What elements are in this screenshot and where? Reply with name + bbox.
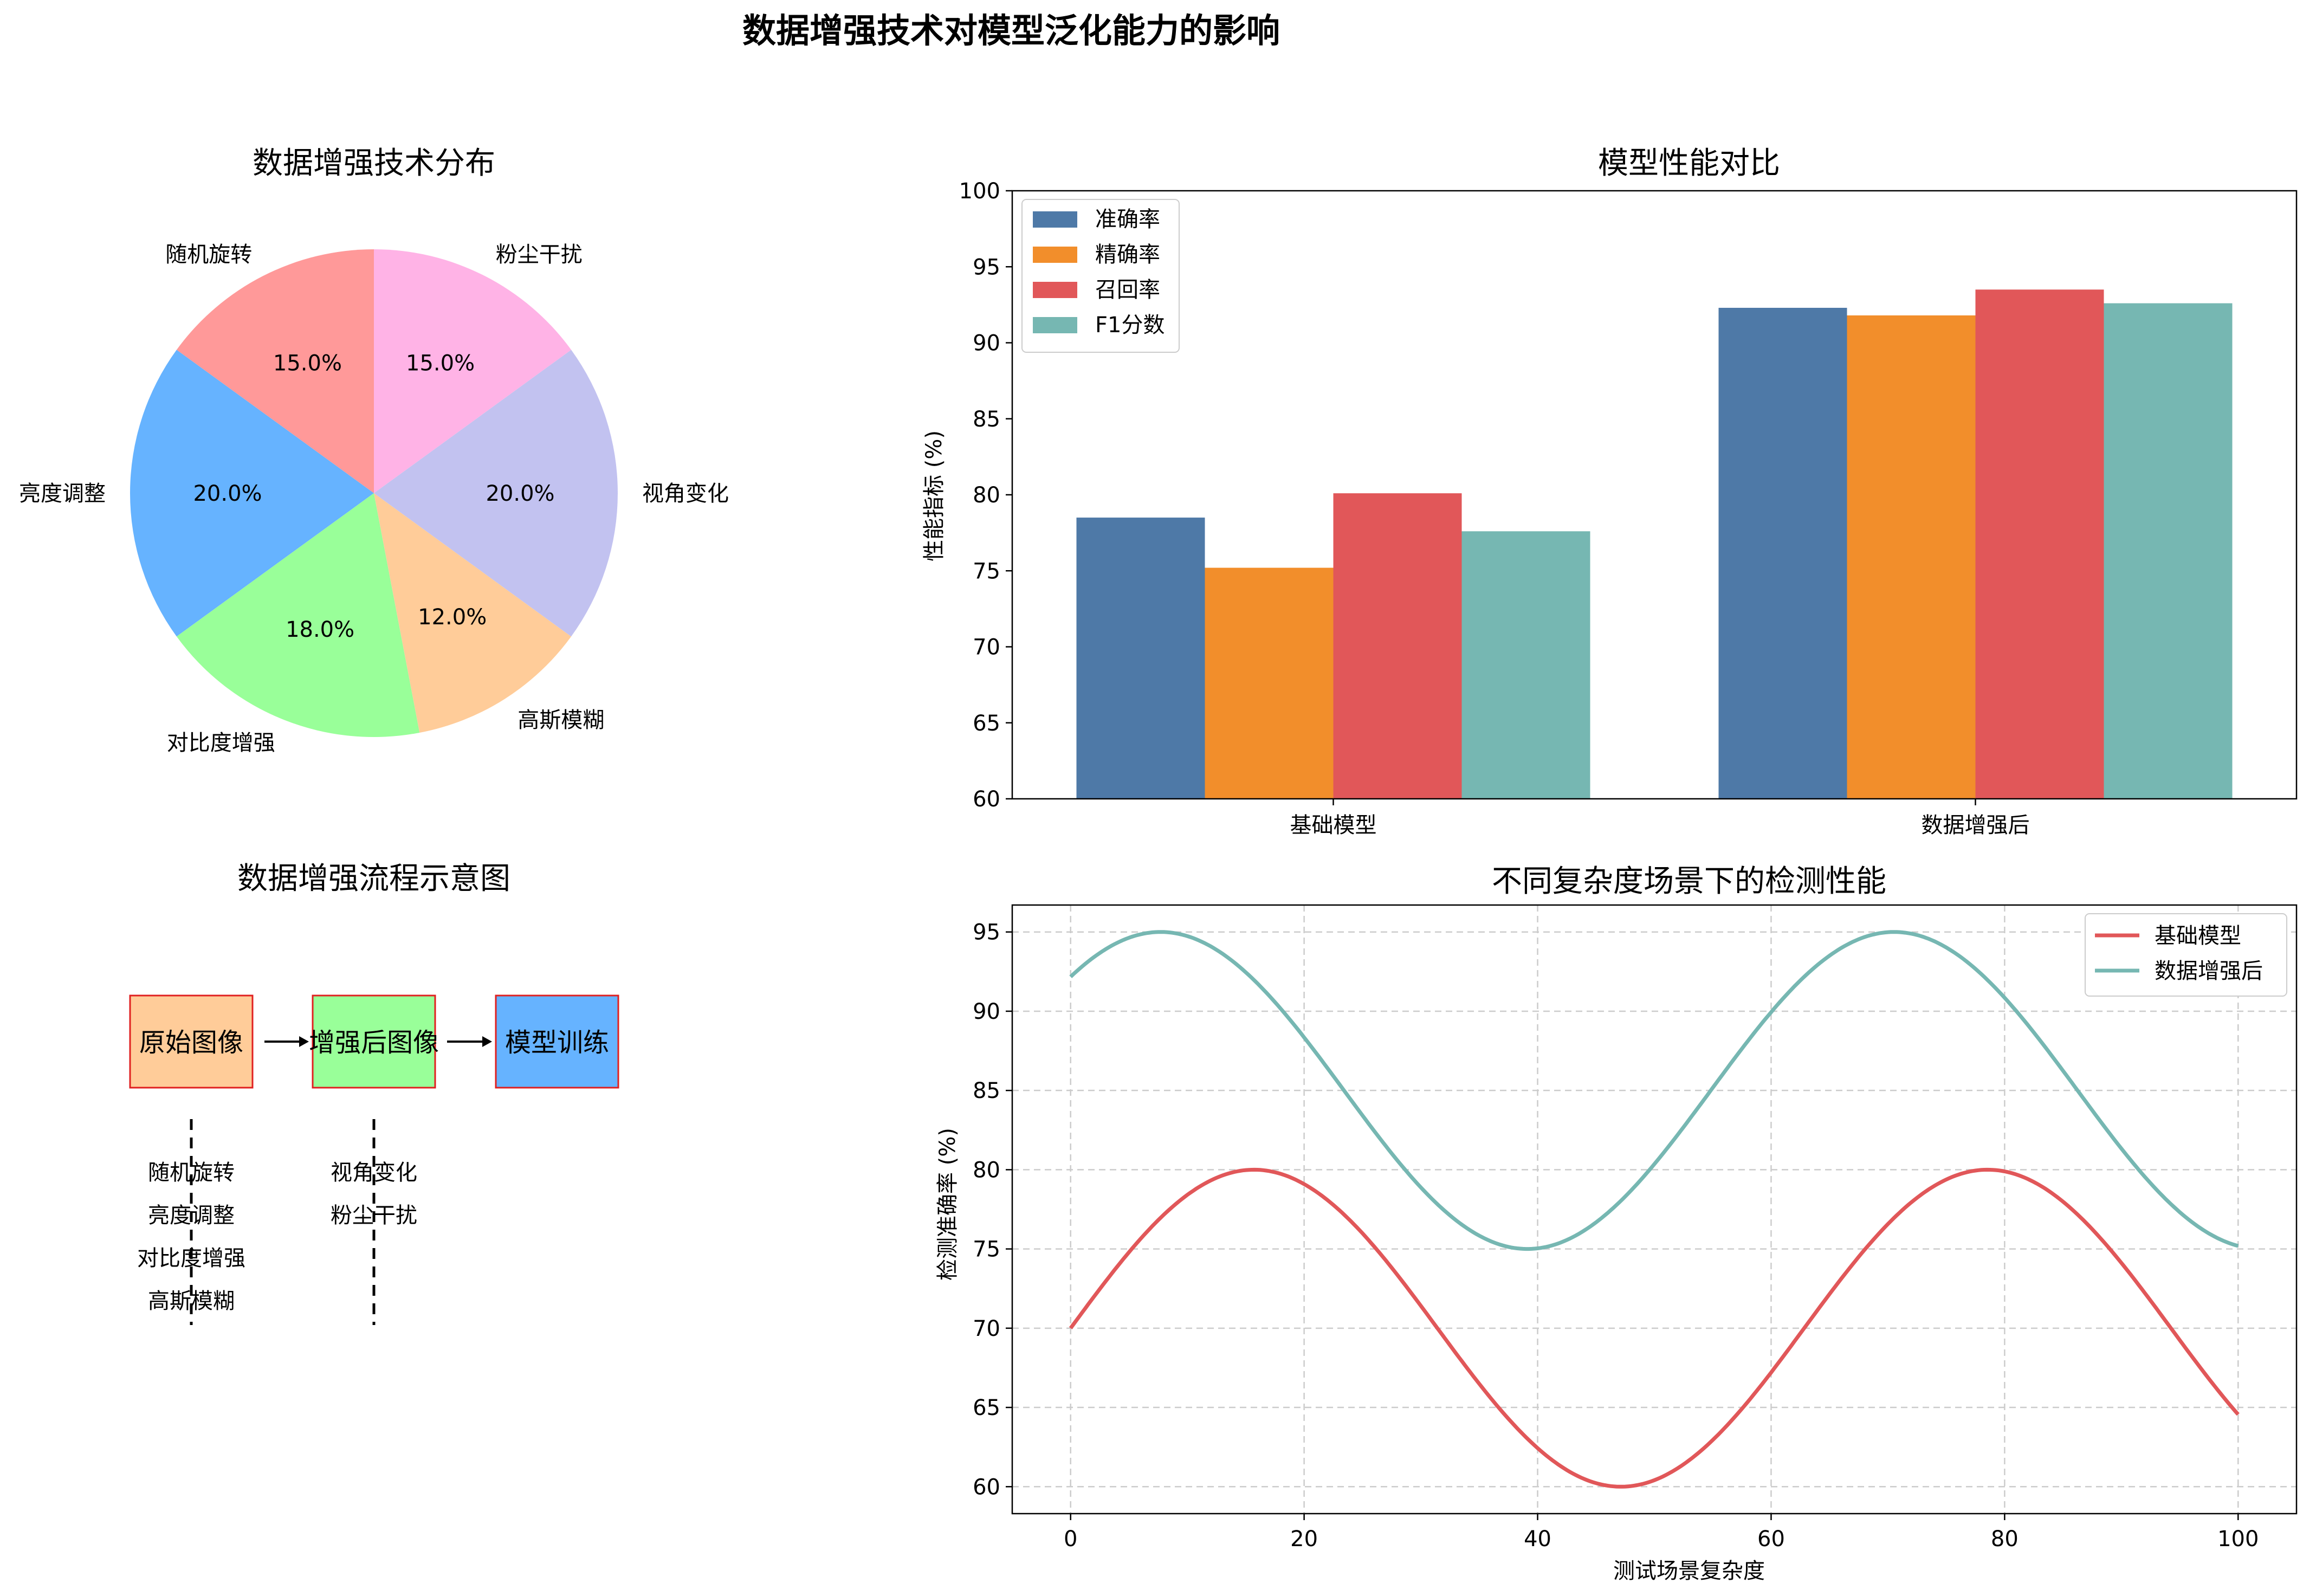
bar-legend-label: 精确率 (1095, 242, 1160, 267)
pie-pct-label: 15.0% (406, 351, 475, 376)
line-xtick-label: 60 (1757, 1527, 1785, 1552)
diagram-box-label: 原始图像 (139, 1028, 243, 1058)
bar-ytick-label: 85 (973, 407, 1000, 432)
line-legend-label: 基础模型 (2155, 923, 2241, 948)
line-xlabel: 测试场景复杂度 (1613, 1559, 1765, 1584)
bar-ytick-label: 70 (973, 635, 1000, 660)
bar-ytick-label: 75 (973, 559, 1000, 584)
bar (1975, 289, 2104, 799)
bar (1333, 493, 1462, 799)
line-ytick-label: 80 (973, 1158, 1000, 1183)
diagram-box-label: 模型训练 (505, 1028, 609, 1058)
pie-label: 对比度增强 (167, 731, 275, 755)
bar-xtick-label: 基础模型 (1290, 813, 1377, 838)
line-ylabel: 检测准确率 (%) (935, 1128, 960, 1281)
pie-chart: 数据增强技术分布 随机旋转 15.0% 亮度调整 20.0% 对比度增强 18.0% 高斯模… (19, 146, 729, 755)
bar-chart: 模型性能对比 60 65 70 75 80 85 90 95 100 基础模型 数据增强后 准确率精… (922, 146, 2298, 838)
pie-slice (130, 350, 374, 637)
pie-slice (374, 493, 572, 733)
pie-label: 亮度调整 (19, 481, 106, 506)
bar-ytick-label: 100 (959, 179, 1000, 204)
bar-legend-label: 召回率 (1095, 277, 1160, 302)
pie-pct-label: 20.0% (486, 481, 554, 506)
diagram-title: 数据增强流程示意图 (237, 861, 510, 896)
bar-legend-swatch (1033, 282, 1077, 298)
pie-title: 数据增强技术分布 (253, 146, 495, 181)
pie-label: 视角变化 (642, 481, 729, 506)
bar-legend-label: 准确率 (1095, 207, 1160, 232)
bar-legend-swatch (1033, 317, 1077, 333)
line-ytick-label: 90 (973, 999, 1000, 1024)
diagram-box (312, 994, 436, 1089)
diagram-list-item: 对比度增强 (137, 1246, 245, 1271)
diagram-box (495, 994, 619, 1089)
diagram-list-item: 高斯模糊 (148, 1289, 235, 1314)
line-ytick-label: 60 (973, 1475, 1000, 1500)
diagram-box-label: 增强后图像 (309, 1028, 439, 1058)
bar-legend-label: F1分数 (1095, 313, 1165, 338)
line-xtick-label: 40 (1524, 1527, 1551, 1552)
pie-label: 高斯模糊 (517, 708, 604, 733)
pie-slice (176, 249, 374, 493)
bar (1076, 518, 1205, 799)
bar-ytick-label: 80 (973, 483, 1000, 508)
line-xtick-label: 80 (1991, 1527, 2019, 1552)
line-ytick-label: 85 (973, 1078, 1000, 1103)
bar (1461, 531, 1590, 799)
pie-pct-label: 15.0% (273, 351, 342, 376)
line-xtick-label: 100 (2217, 1527, 2259, 1552)
line-series (1069, 1167, 2240, 1489)
bar-ytick-label: 60 (973, 787, 1000, 812)
bar-ytick-label: 65 (973, 711, 1000, 736)
flow-diagram: 数据增强流程示意图 原始图像 增强后图像 模型训练随机旋转亮度调整对比度增强高斯模糊… (129, 861, 619, 1325)
line-series (1069, 930, 2239, 1251)
diagram-list-item: 随机旋转 (148, 1160, 235, 1185)
pie-label: 粉尘干扰 (496, 242, 583, 267)
bar-ytick-label: 95 (973, 255, 1000, 280)
line-xtick-label: 20 (1290, 1527, 1318, 1552)
diagram-list-item: 粉尘干扰 (331, 1203, 417, 1228)
pie-pct-label: 18.0% (286, 617, 354, 642)
bar (2104, 303, 2233, 799)
line-xtick-label: 0 (1064, 1527, 1077, 1552)
diagram-list-item: 视角变化 (331, 1160, 417, 1185)
line-ytick-label: 95 (973, 920, 1000, 945)
pie-slice (374, 350, 618, 637)
bar (1205, 567, 1334, 799)
bar-xtick-label: 数据增强后 (1922, 813, 2030, 838)
line-ytick-label: 65 (973, 1395, 1000, 1420)
bar-title: 模型性能对比 (1598, 146, 1780, 181)
diagram-list-item: 亮度调整 (148, 1203, 235, 1228)
line-title: 不同复杂度场景下的检测性能 (1492, 864, 1886, 899)
line-legend-label: 数据增强后 (2155, 959, 2263, 984)
pie-slice (374, 249, 572, 493)
line-chart: 不同复杂度场景下的检测性能 0 20 40 60 80 100 60 65 70 75 80 85 90… (935, 864, 2298, 1584)
line-ytick-label: 75 (973, 1237, 1000, 1262)
pie-pct-label: 20.0% (193, 481, 262, 506)
bar-ylabel: 性能指标 (%) (922, 430, 947, 561)
pie-slice (176, 493, 420, 737)
bar (1718, 307, 1847, 799)
bar-ytick-label: 90 (973, 331, 1000, 356)
bar-legend-swatch (1033, 247, 1077, 263)
bar (1847, 315, 1976, 799)
bar-legend-swatch (1033, 211, 1077, 228)
figure-title: 数据增强技术对模型泛化能力的影响 (742, 11, 1280, 50)
line-ytick-label: 70 (973, 1316, 1000, 1341)
diagram-box (129, 994, 254, 1089)
pie-pct-label: 12.0% (418, 605, 487, 630)
pie-label: 随机旋转 (165, 242, 252, 267)
